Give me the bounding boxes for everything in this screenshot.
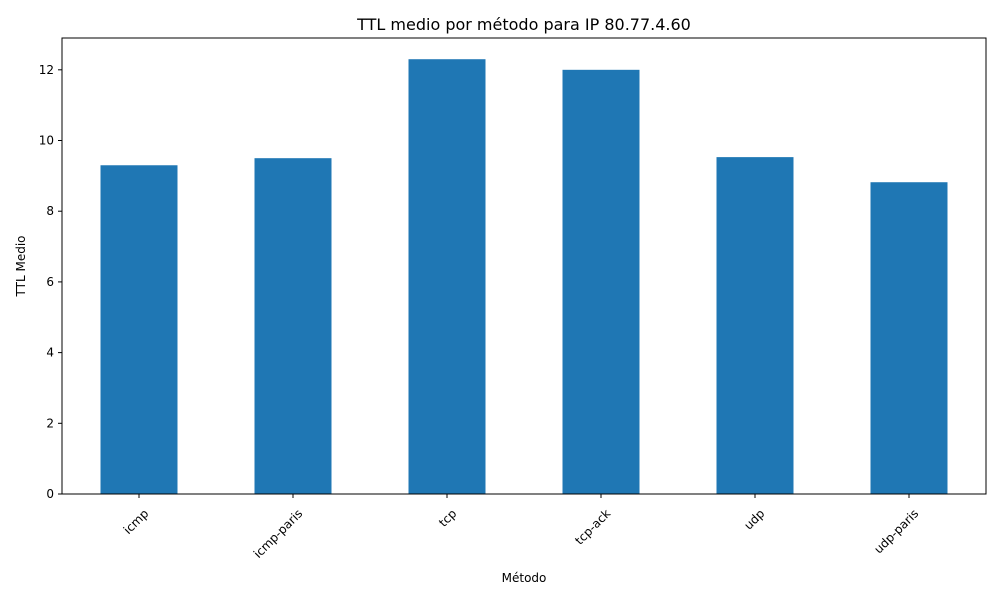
bar-udp [716,157,794,494]
bar-icmp-paris [254,158,332,495]
y-tick-label: 8 [46,204,54,218]
y-tick-label: 4 [46,346,54,360]
y-axis-label: TTL Medio [14,236,28,298]
y-tick-label: 6 [46,275,54,289]
bar-tcp-ack [562,69,640,494]
y-tick-label: 12 [39,63,54,77]
x-axis-label: Método [502,571,547,585]
bar-udp-paris [870,182,948,494]
y-tick-label: 10 [39,134,54,148]
bar-icmp [100,165,178,495]
y-tick-label: 0 [46,487,54,501]
plot-frame [61,37,987,495]
bar-tcp [408,59,486,495]
y-tick-label: 2 [46,416,54,430]
bars-group [100,59,948,495]
chart-title: TTL medio por método para IP 80.77.4.60 [356,15,691,34]
y-axis-ticks: 0 2 4 6 8 10 12 [39,63,62,501]
